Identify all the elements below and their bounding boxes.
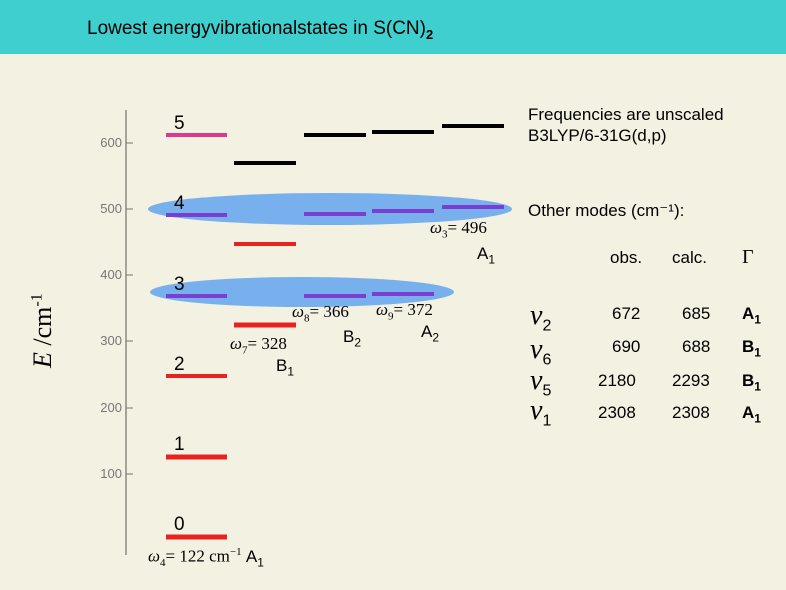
page-title: Lowest energyvibrationalstates in S(CN)2 [87, 18, 433, 42]
omega9-sym-letter: A [421, 322, 433, 341]
title-bar [0, 0, 786, 54]
omega7-label: ω7= 328 [230, 334, 287, 356]
omega4-label: ω4= 122 cm−1 A1 [148, 546, 264, 569]
tick-500: 500 [100, 201, 122, 216]
row-2-nu-symbol: ν [530, 365, 543, 396]
row-3-calc: 2308 [672, 403, 710, 422]
omega7-symbol: ω [230, 334, 243, 353]
omega8-sym-sub: 2 [354, 335, 362, 350]
row-0-gamma-sub: 1 [754, 312, 761, 327]
omega4-sym-sub: 1 [257, 555, 264, 570]
row-0-nu: ν2 [530, 300, 551, 336]
row-2-gamma-sub: 1 [754, 379, 761, 394]
tick-100: 100 [100, 466, 122, 481]
omega9-sym: A2 [421, 322, 439, 344]
row-2-obs: 2180 [598, 371, 636, 390]
level-label-2: 2 [174, 354, 185, 375]
row-0-calc: 685 [682, 304, 711, 323]
omega9-symbol: ω [376, 300, 389, 319]
row-2-nu: ν5 [530, 365, 551, 401]
row-0-nu-sub: 2 [542, 317, 552, 335]
row-1-nu: ν6 [530, 334, 551, 370]
col-header-calc: calc. [672, 248, 707, 267]
highlight-ellipse-upper [148, 193, 512, 225]
row-3-gamma-sub: 1 [754, 411, 761, 426]
row-3-nu-sub: 1 [542, 412, 552, 430]
omega8-sym-letter: B [343, 327, 355, 346]
omega8-value: = 366 [309, 302, 349, 321]
row-3-obs: 2308 [598, 403, 636, 422]
omega3-value: = 496 [447, 218, 487, 237]
frequency-note-line2: B3LYP/6-31G(d,p) [528, 126, 667, 145]
level-label-3: 3 [174, 274, 185, 295]
level-label-5: 5 [174, 113, 185, 134]
omega9-sub: 9 [388, 310, 394, 323]
omega7-sym: B1 [276, 356, 294, 378]
omega4-exp: −1 [229, 546, 242, 558]
omega3-sub: 3 [442, 228, 448, 241]
omega7-sym-letter: B [276, 356, 288, 375]
omega9-value: = 372 [393, 300, 433, 319]
level-label-0: 0 [174, 514, 185, 535]
row-0-obs: 672 [612, 304, 641, 323]
row-0-gamma: A1 [742, 304, 761, 326]
row-1-obs: 690 [612, 337, 641, 356]
omega3-sym-sub: 1 [488, 252, 496, 267]
omega9-label: ω9= 372 [376, 300, 433, 322]
title-text: Lowest energyvibrationalstates in S(CN) [87, 18, 426, 39]
level-label-4: 4 [174, 193, 185, 214]
omega4-symbol: ω [148, 546, 161, 566]
omega8-symbol: ω [292, 302, 305, 321]
omega9-sym-sub: 2 [432, 330, 440, 345]
highlight-ellipse-lower [150, 277, 454, 307]
row-1-nu-sub: 6 [542, 351, 552, 369]
other-modes-heading: Other modes (cm⁻¹): [528, 201, 685, 220]
row-2-calc: 2293 [672, 371, 710, 390]
omega7-sym-sub: 1 [287, 364, 295, 379]
row-2-nu-sub: 5 [542, 382, 552, 400]
omega3-sym-letter: A [477, 244, 489, 263]
tick-400: 400 [100, 267, 122, 282]
row-1-calc: 688 [682, 337, 711, 356]
row-3-gamma-letter: A [742, 403, 755, 422]
row-1-gamma-letter: B [742, 337, 755, 356]
row-2-gamma-letter: B [742, 371, 755, 390]
title-subscript: 2 [426, 27, 434, 42]
row-0-gamma-letter: A [742, 304, 755, 323]
row-2-gamma: B1 [742, 371, 761, 393]
row-1-gamma: B1 [742, 337, 761, 359]
omega3-symbol: ω [430, 218, 443, 237]
omega4-value: = 122 cm [165, 546, 230, 566]
frequency-note-line1: Frequencies are unscaled [528, 105, 724, 124]
col-header-obs: obs. [610, 248, 643, 267]
omega8-label: ω8= 366 [292, 302, 349, 324]
tick-300: 300 [100, 333, 122, 348]
level-label-1: 1 [174, 434, 185, 455]
tick-200: 200 [100, 400, 122, 415]
omega4-sym-letter: A [245, 546, 258, 566]
row-3-nu-symbol: ν [530, 395, 543, 426]
omega7-sub: 7 [242, 344, 248, 357]
omega3-sym: A1 [477, 244, 495, 266]
tick-600: 600 [100, 135, 122, 150]
omega8-sym: B2 [343, 327, 361, 349]
omega4-sub: 4 [160, 557, 166, 570]
row-3-gamma: A1 [742, 403, 761, 425]
omega4-sym: A1 [245, 546, 264, 570]
row-0-nu-symbol: ν [530, 300, 543, 331]
omega7-value: = 328 [247, 334, 287, 353]
row-3-nu: ν1 [530, 395, 551, 431]
col-header-gamma: Γ [742, 246, 754, 268]
row-1-gamma-sub: 1 [754, 345, 761, 360]
omega3-label: ω3= 496 [430, 218, 487, 240]
row-1-nu-symbol: ν [530, 334, 543, 365]
tick-marks [126, 142, 133, 475]
omega8-sub: 8 [304, 312, 310, 325]
frequency-note: Frequencies are unscaled B3LYP/6-31G(d,p… [528, 104, 724, 146]
